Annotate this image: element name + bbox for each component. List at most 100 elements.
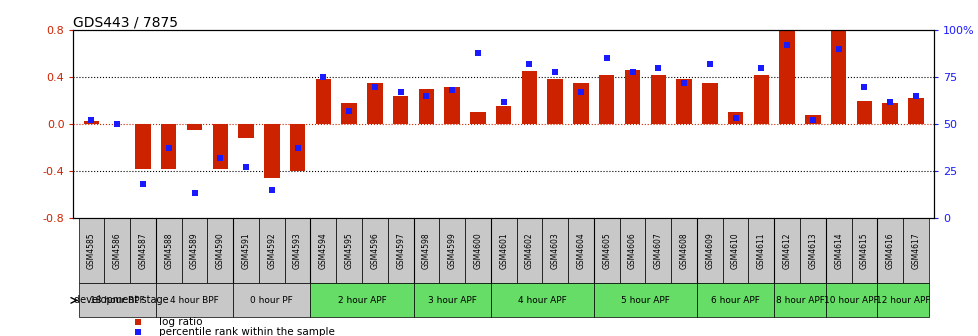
Bar xyxy=(156,284,233,317)
Bar xyxy=(258,218,285,284)
Text: GSM4597: GSM4597 xyxy=(396,232,405,269)
Bar xyxy=(78,284,156,317)
Bar xyxy=(876,218,902,284)
Text: 0 hour PF: 0 hour PF xyxy=(250,296,292,305)
Bar xyxy=(619,218,645,284)
Bar xyxy=(856,100,871,124)
Bar xyxy=(824,284,876,317)
Text: GDS443 / 7875: GDS443 / 7875 xyxy=(73,15,178,29)
Bar xyxy=(490,284,594,317)
Text: GSM4598: GSM4598 xyxy=(422,232,430,269)
Text: 5 hour APF: 5 hour APF xyxy=(620,296,669,305)
Text: GSM4606: GSM4606 xyxy=(627,232,637,269)
Text: GSM4594: GSM4594 xyxy=(319,232,328,269)
Bar xyxy=(830,30,846,124)
Bar xyxy=(310,284,413,317)
Bar xyxy=(671,218,696,284)
Text: percentile rank within the sample: percentile rank within the sample xyxy=(159,327,335,336)
Bar xyxy=(599,75,614,124)
Text: GSM4593: GSM4593 xyxy=(292,232,302,269)
Bar xyxy=(727,112,742,124)
Text: GSM4607: GSM4607 xyxy=(653,232,662,269)
Bar xyxy=(367,83,382,124)
Text: GSM4604: GSM4604 xyxy=(576,232,585,269)
Bar xyxy=(105,218,130,284)
Text: GSM4609: GSM4609 xyxy=(704,232,714,269)
Bar xyxy=(78,218,105,284)
Bar xyxy=(876,284,928,317)
Bar xyxy=(135,124,151,169)
Text: GSM4595: GSM4595 xyxy=(344,232,353,269)
Bar xyxy=(315,80,331,124)
Text: GSM4608: GSM4608 xyxy=(679,232,688,269)
Text: 3 hour APF: 3 hour APF xyxy=(427,296,476,305)
Text: GSM4599: GSM4599 xyxy=(447,232,456,269)
Text: 12 hour APF: 12 hour APF xyxy=(875,296,929,305)
Bar xyxy=(676,80,691,124)
Bar xyxy=(799,218,824,284)
Bar xyxy=(335,218,362,284)
Bar xyxy=(645,218,671,284)
Text: GSM4585: GSM4585 xyxy=(87,232,96,269)
Text: 8 hour APF: 8 hour APF xyxy=(775,296,823,305)
Bar xyxy=(341,103,356,124)
Bar xyxy=(130,218,156,284)
Bar xyxy=(696,218,722,284)
Text: 4 hour APF: 4 hour APF xyxy=(517,296,566,305)
Text: 4 hour BPF: 4 hour BPF xyxy=(170,296,219,305)
Bar xyxy=(516,218,542,284)
Text: 2 hour APF: 2 hour APF xyxy=(337,296,386,305)
Bar xyxy=(160,124,176,169)
Text: GSM4615: GSM4615 xyxy=(859,232,868,269)
Bar xyxy=(490,218,516,284)
Bar xyxy=(650,75,665,124)
Bar xyxy=(413,218,439,284)
Bar xyxy=(264,124,280,178)
Text: GSM4611: GSM4611 xyxy=(756,233,765,269)
Bar xyxy=(310,218,335,284)
Bar xyxy=(567,218,594,284)
Bar xyxy=(542,218,567,284)
Bar xyxy=(496,107,511,124)
Bar xyxy=(881,103,897,124)
Bar xyxy=(285,218,310,284)
Bar xyxy=(469,112,485,124)
Bar xyxy=(624,70,640,124)
Text: GSM4603: GSM4603 xyxy=(551,232,559,269)
Bar xyxy=(722,218,748,284)
Text: GSM4610: GSM4610 xyxy=(731,232,739,269)
Bar xyxy=(701,83,717,124)
Bar xyxy=(387,218,413,284)
Bar xyxy=(439,218,465,284)
Bar xyxy=(187,124,202,130)
Text: GSM4614: GSM4614 xyxy=(833,232,842,269)
Bar xyxy=(753,75,769,124)
Text: GSM4616: GSM4616 xyxy=(885,232,894,269)
Bar xyxy=(238,124,253,138)
Text: GSM4601: GSM4601 xyxy=(499,232,508,269)
Bar xyxy=(804,115,820,124)
Text: 10 hour APF: 10 hour APF xyxy=(823,296,878,305)
Bar xyxy=(233,284,310,317)
Text: GSM4591: GSM4591 xyxy=(242,232,250,269)
Bar xyxy=(362,218,387,284)
Bar xyxy=(594,218,619,284)
Text: GSM4605: GSM4605 xyxy=(601,232,610,269)
Text: GSM4596: GSM4596 xyxy=(370,232,379,269)
Bar xyxy=(824,218,851,284)
Text: GSM4592: GSM4592 xyxy=(267,232,276,269)
Bar xyxy=(207,218,233,284)
Text: GSM4588: GSM4588 xyxy=(164,233,173,269)
Text: GSM4612: GSM4612 xyxy=(781,233,791,269)
Text: GSM4587: GSM4587 xyxy=(138,232,148,269)
Text: development stage: development stage xyxy=(74,295,168,305)
Text: GSM4602: GSM4602 xyxy=(524,232,533,269)
Text: log ratio: log ratio xyxy=(159,317,202,327)
Bar xyxy=(156,218,182,284)
Bar xyxy=(594,284,696,317)
Bar xyxy=(573,83,588,124)
Bar xyxy=(419,89,433,124)
Bar xyxy=(444,86,460,124)
Text: GSM4590: GSM4590 xyxy=(215,232,225,269)
Text: GSM4600: GSM4600 xyxy=(473,232,482,269)
